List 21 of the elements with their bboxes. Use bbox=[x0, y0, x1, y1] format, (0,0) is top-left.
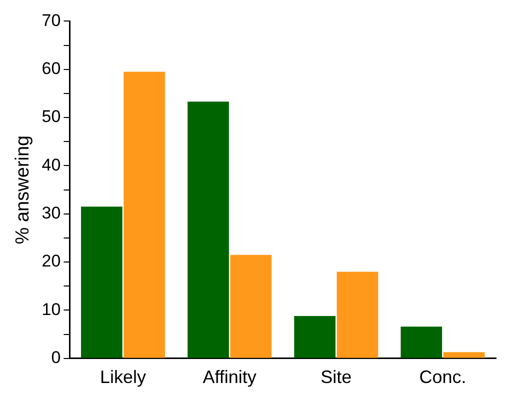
y-tick-label: 20 bbox=[42, 252, 61, 271]
y-tick-label: 0 bbox=[51, 348, 61, 368]
x-tick-label: Site bbox=[320, 367, 352, 388]
y-axis-title: % answering bbox=[12, 135, 34, 244]
x-tick-label: Likely bbox=[100, 367, 146, 388]
y-tick-label: 60 bbox=[42, 59, 61, 78]
bar bbox=[124, 72, 165, 358]
bar bbox=[443, 352, 485, 358]
bar bbox=[188, 102, 229, 358]
bar bbox=[294, 316, 336, 358]
y-tick-label: 10 bbox=[42, 300, 61, 319]
bar bbox=[336, 272, 378, 358]
y-tick-label: 50 bbox=[42, 107, 61, 126]
y-tick-label: 70 bbox=[42, 10, 61, 30]
x-tick-label: Conc. bbox=[419, 367, 466, 388]
bar bbox=[230, 254, 272, 358]
y-tick-label: 40 bbox=[42, 155, 61, 174]
x-tick-label: Affinity bbox=[202, 367, 256, 388]
bar bbox=[81, 206, 122, 358]
bar bbox=[400, 326, 442, 358]
y-tick-label: 30 bbox=[42, 204, 61, 223]
